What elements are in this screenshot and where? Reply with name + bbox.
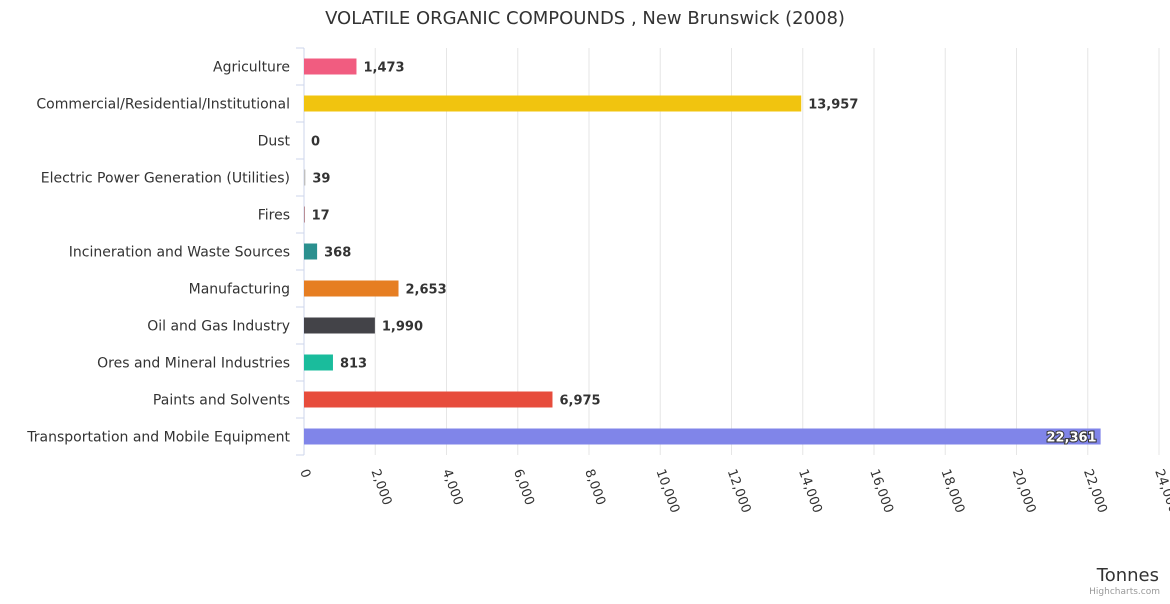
bar[interactable] bbox=[304, 58, 357, 75]
bar[interactable] bbox=[304, 243, 318, 260]
bars bbox=[304, 58, 1101, 445]
data-label: 13,957 bbox=[808, 98, 858, 113]
tick-label: 8,000 bbox=[581, 467, 608, 507]
tick-labels: 0 2,000 4,000 6,000 8,000 10,000 12,000 14,000 1… bbox=[296, 467, 1170, 515]
tick-label: 2,000 bbox=[367, 467, 394, 507]
tick-label: 12,000 bbox=[724, 467, 754, 515]
category-label: Dust bbox=[258, 134, 291, 150]
data-label: 6,975 bbox=[559, 394, 600, 409]
bar[interactable] bbox=[304, 391, 553, 408]
tick-label: 4,000 bbox=[439, 467, 466, 507]
bar[interactable] bbox=[304, 280, 399, 297]
bar[interactable] bbox=[304, 354, 333, 371]
category-label: Transportation and Mobile Equipment bbox=[26, 430, 290, 446]
value-axis-title: Tonnes bbox=[1096, 565, 1159, 586]
category-label: Ores and Mineral Industries bbox=[97, 356, 290, 372]
data-label: 1,990 bbox=[382, 320, 423, 335]
data-label: 39 bbox=[312, 172, 330, 187]
tick-label: 22,000 bbox=[1080, 467, 1110, 515]
category-label: Incineration and Waste Sources bbox=[69, 245, 290, 261]
category-label: Electric Power Generation (Utilities) bbox=[41, 171, 290, 187]
credits-text[interactable]: Highcharts.com bbox=[1089, 587, 1160, 597]
tick-label: 18,000 bbox=[937, 467, 967, 515]
tick-label: 14,000 bbox=[795, 467, 825, 515]
category-label: Commercial/Residential/Institutional bbox=[36, 97, 290, 113]
tick-label: 20,000 bbox=[1009, 467, 1039, 515]
tick-label: 6,000 bbox=[510, 467, 537, 507]
tick-label: 16,000 bbox=[866, 467, 896, 515]
tick-label: 24,000 bbox=[1151, 467, 1170, 515]
bar[interactable] bbox=[304, 169, 306, 186]
data-label: 22,361 bbox=[1046, 431, 1096, 446]
tick-label: 10,000 bbox=[652, 467, 682, 515]
category-labels: Agriculture Commercial/Residential/Instit… bbox=[26, 60, 290, 446]
bar[interactable] bbox=[304, 206, 305, 223]
tick-label: 0 bbox=[296, 467, 313, 480]
data-label: 2,653 bbox=[406, 283, 447, 298]
data-label: 17 bbox=[312, 209, 330, 224]
data-label: 813 bbox=[340, 357, 367, 372]
bar[interactable] bbox=[304, 95, 802, 112]
category-label: Fires bbox=[258, 208, 290, 224]
bar[interactable] bbox=[304, 317, 375, 334]
category-label: Paints and Solvents bbox=[153, 393, 290, 409]
data-label: 368 bbox=[324, 246, 351, 261]
data-labels: 1,473 13,957 0 39 17 368 2,653 1,990 813 6,975 22,… bbox=[311, 61, 1098, 447]
chart-title: VOLATILE ORGANIC COMPOUNDS , New Brunswi… bbox=[325, 8, 845, 29]
category-label: Oil and Gas Industry bbox=[147, 319, 290, 335]
category-label: Agriculture bbox=[213, 60, 290, 76]
data-label: 0 bbox=[311, 135, 320, 150]
bar[interactable] bbox=[304, 428, 1101, 445]
category-label: Manufacturing bbox=[189, 282, 290, 298]
data-label: 1,473 bbox=[363, 61, 404, 76]
